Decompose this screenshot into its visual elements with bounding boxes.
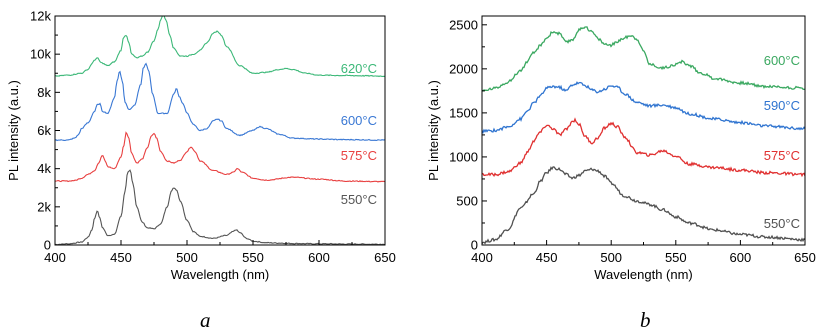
x-tick-label: 600 <box>730 250 752 265</box>
y-tick-label: 6k <box>37 123 51 138</box>
panel-label-b: b <box>640 308 651 332</box>
curve-label-575C: 575°C <box>764 148 800 163</box>
y-tick-label: 2500 <box>449 17 478 32</box>
series-line-550C <box>55 169 385 245</box>
series-group <box>55 16 385 245</box>
curve-label-575C: 575°C <box>341 148 377 163</box>
curve-label-600C: 600°C <box>764 53 800 68</box>
curve-label-550C: 550°C <box>764 216 800 231</box>
x-tick-label: 450 <box>536 250 558 265</box>
x-axis-label: Wavelength (nm) <box>594 267 693 282</box>
x-axis-label: Wavelength (nm) <box>171 267 270 282</box>
x-tick-label: 600 <box>308 250 330 265</box>
y-tick-label: 8k <box>37 85 51 100</box>
y-tick-label: 12k <box>30 9 51 24</box>
series-line-590C <box>482 81 805 134</box>
series-group <box>482 26 805 245</box>
y-tick-label: 0 <box>471 238 478 253</box>
y-axis-label: PL intensity (a.u.) <box>426 80 441 181</box>
y-tick-label: 0 <box>44 238 51 253</box>
x-tick-label: 550 <box>665 250 687 265</box>
curve-label-620C: 620°C <box>341 61 377 76</box>
y-tick-label: 500 <box>456 193 478 208</box>
series-line-600C <box>482 26 805 92</box>
plot-frame <box>54 15 386 246</box>
series-line-620C <box>55 16 385 78</box>
x-tick-label: 500 <box>176 250 198 265</box>
series-line-550C <box>482 166 805 245</box>
x-tick-label: 550 <box>242 250 264 265</box>
y-tick-label: 2000 <box>449 61 478 76</box>
y-tick-label: 1000 <box>449 149 478 164</box>
x-tick-label: 500 <box>600 250 622 265</box>
y-tick-label: 10k <box>30 47 51 62</box>
series-line-575C <box>55 131 385 183</box>
curve-label-590C: 590°C <box>764 98 800 113</box>
x-tick-label: 400 <box>471 250 493 265</box>
series-line-600C <box>55 62 385 142</box>
panel-a-chart: 400 450 500 550 600 650 0 2k 4k 6k 8k 10k 12k Wavelen… <box>6 9 396 283</box>
y-tick-label: 4k <box>37 161 51 176</box>
curve-label-550C: 550°C <box>341 192 377 207</box>
y-tick-label: 1500 <box>449 105 478 120</box>
series-line-575C <box>482 117 805 178</box>
x-tick-label: 650 <box>794 250 816 265</box>
x-tick-label: 650 <box>374 250 396 265</box>
panel-b-chart: 400 450 500 550 600 650 0 500 1000 1500 2000 2500 Wa… <box>426 15 816 282</box>
y-axis-label: PL intensity (a.u.) <box>6 80 21 181</box>
x-tick-label: 450 <box>110 250 132 265</box>
curve-label-600C: 600°C <box>341 113 377 128</box>
panel-label-a: a <box>200 308 211 332</box>
x-tick-label: 400 <box>44 250 66 265</box>
y-tick-label: 2k <box>37 199 51 214</box>
